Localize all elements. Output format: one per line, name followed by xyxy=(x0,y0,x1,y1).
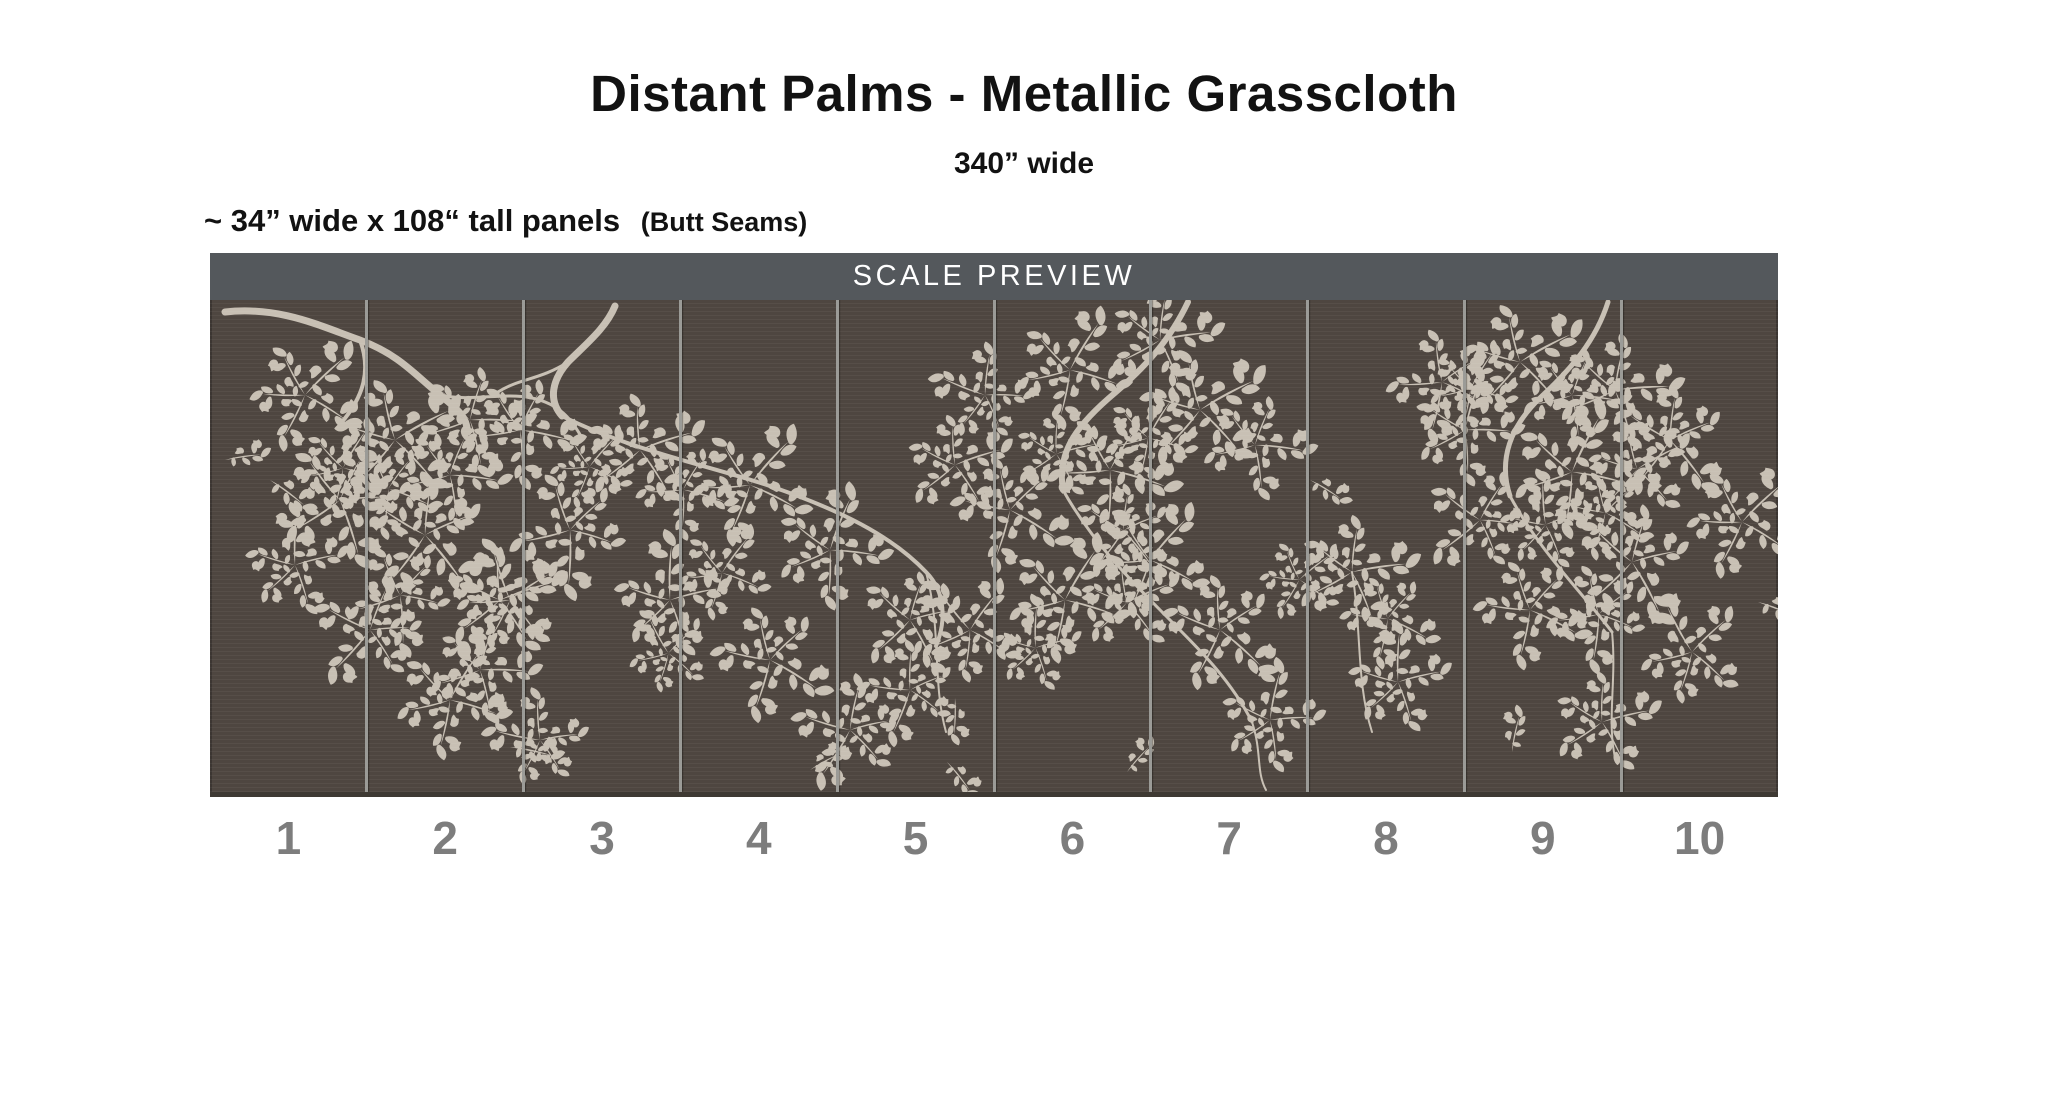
panel-number: 8 xyxy=(1373,812,1399,864)
product-title: Distant Palms - Metallic Grasscloth xyxy=(590,65,1458,122)
panel-spec-note: (Butt Seams) xyxy=(640,207,808,237)
wallpaper-pattern-svg xyxy=(221,300,1778,792)
panel-number-row: 1 2 3 4 5 6 7 8 9 10 xyxy=(210,813,1778,864)
total-width-label: 340” wide xyxy=(953,147,1095,180)
scale-preview: SCALE PREVIEW xyxy=(210,253,1778,864)
scale-preview-bar: SCALE PREVIEW xyxy=(210,253,1778,300)
wallpaper-preview xyxy=(210,300,1778,797)
panel-number: 5 xyxy=(902,812,929,864)
scale-preview-label: SCALE PREVIEW xyxy=(852,260,1136,292)
panel-number: 10 xyxy=(1673,812,1726,864)
panel-number: 1 xyxy=(275,812,302,864)
panel-number: 7 xyxy=(1216,812,1242,864)
panel-number: 2 xyxy=(432,812,458,864)
panel-spec: ~ 34” wide x 108“ tall panels (Butt Seam… xyxy=(204,203,807,239)
panel-spec-text: ~ 34” wide x 108“ tall panels xyxy=(204,203,621,238)
panel-number: 9 xyxy=(1529,812,1556,864)
panel-number: 3 xyxy=(589,812,615,864)
panel-number: 6 xyxy=(1059,812,1086,864)
panel-number: 4 xyxy=(745,812,772,864)
